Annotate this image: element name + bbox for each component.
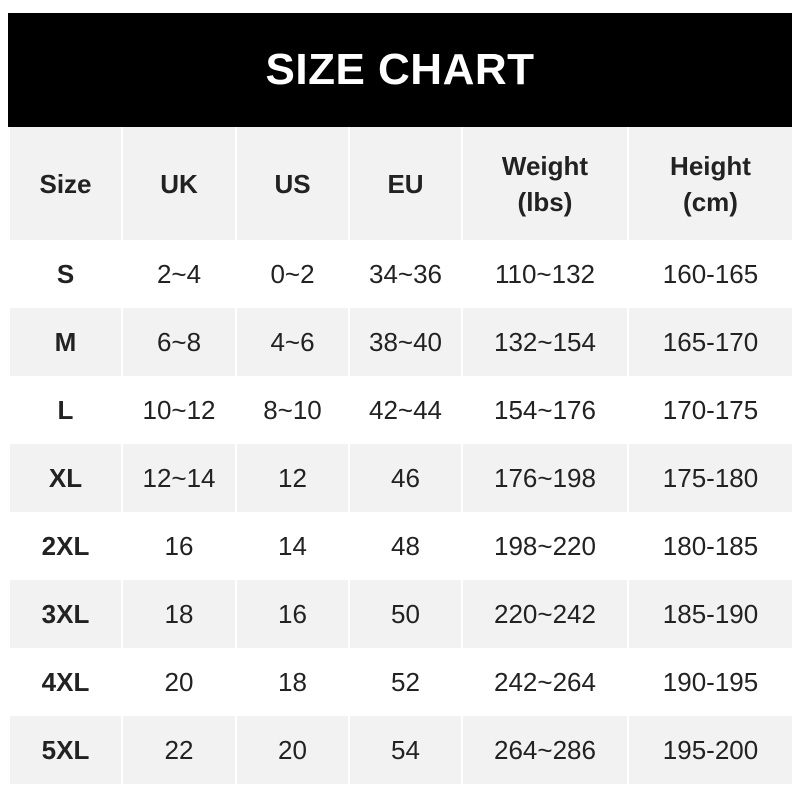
table-cell: 46 (348, 444, 463, 512)
size-chart-title: SIZE CHART (8, 13, 792, 127)
table-cell: 0~2 (235, 240, 350, 308)
table-cell: 180-185 (627, 512, 794, 580)
table-cell: 12 (235, 444, 350, 512)
table-cell: 10~12 (121, 376, 237, 444)
size-label-cell: 2XL (8, 512, 123, 580)
table-cell: 220~242 (461, 580, 629, 648)
table-cell: 175-180 (627, 444, 794, 512)
table-cell: 132~154 (461, 308, 629, 376)
table-cell: 170-175 (627, 376, 794, 444)
table-cell: 42~44 (348, 376, 463, 444)
table-row: 3XL 18 16 50 220~242 185-190 (8, 580, 794, 648)
table-cell: 38~40 (348, 308, 463, 376)
table-cell: 8~10 (235, 376, 350, 444)
table-cell: 20 (121, 648, 237, 716)
table-cell: 190-195 (627, 648, 794, 716)
size-label-cell: 5XL (8, 716, 123, 784)
table-cell: 154~176 (461, 376, 629, 444)
table-cell: 50 (348, 580, 463, 648)
header-row: Size UK US EU Weight (lbs) Height (cm) (8, 127, 794, 240)
size-label-cell: 3XL (8, 580, 123, 648)
column-header: Height (cm) (627, 127, 794, 240)
table-cell: 198~220 (461, 512, 629, 580)
table-cell: 12~14 (121, 444, 237, 512)
size-table: Size UK US EU Weight (lbs) Height (cm) S 2~4 0~… (8, 127, 794, 784)
table-cell: 160-165 (627, 240, 794, 308)
table-cell: 165-170 (627, 308, 794, 376)
table-cell: 264~286 (461, 716, 629, 784)
table-cell: 34~36 (348, 240, 463, 308)
table-cell: 54 (348, 716, 463, 784)
table-cell: 110~132 (461, 240, 629, 308)
size-label-cell: L (8, 376, 123, 444)
table-row: 4XL 20 18 52 242~264 190-195 (8, 648, 794, 716)
column-header: Weight (lbs) (461, 127, 629, 240)
table-row: S 2~4 0~2 34~36 110~132 160-165 (8, 240, 794, 308)
table-cell: 195-200 (627, 716, 794, 784)
column-header: UK (121, 127, 237, 240)
table-cell: 52 (348, 648, 463, 716)
table-cell: 242~264 (461, 648, 629, 716)
column-header: US (235, 127, 350, 240)
table-cell: 6~8 (121, 308, 237, 376)
column-header: EU (348, 127, 463, 240)
table-cell: 18 (235, 648, 350, 716)
table-row: L 10~12 8~10 42~44 154~176 170-175 (8, 376, 794, 444)
table-cell: 4~6 (235, 308, 350, 376)
size-label-cell: S (8, 240, 123, 308)
table-row: M 6~8 4~6 38~40 132~154 165-170 (8, 308, 794, 376)
size-label-cell: M (8, 308, 123, 376)
table-cell: 16 (235, 580, 350, 648)
column-header: Size (8, 127, 123, 240)
size-label-cell: XL (8, 444, 123, 512)
table-cell: 22 (121, 716, 237, 784)
table-cell: 185-190 (627, 580, 794, 648)
table-cell: 2~4 (121, 240, 237, 308)
table-cell: 18 (121, 580, 237, 648)
table-cell: 16 (121, 512, 237, 580)
table-cell: 20 (235, 716, 350, 784)
table-cell: 176~198 (461, 444, 629, 512)
table-row: XL 12~14 12 46 176~198 175-180 (8, 444, 794, 512)
table-row: 5XL 22 20 54 264~286 195-200 (8, 716, 794, 784)
table-row: 2XL 16 14 48 198~220 180-185 (8, 512, 794, 580)
table-cell: 48 (348, 512, 463, 580)
table-cell: 14 (235, 512, 350, 580)
size-label-cell: 4XL (8, 648, 123, 716)
